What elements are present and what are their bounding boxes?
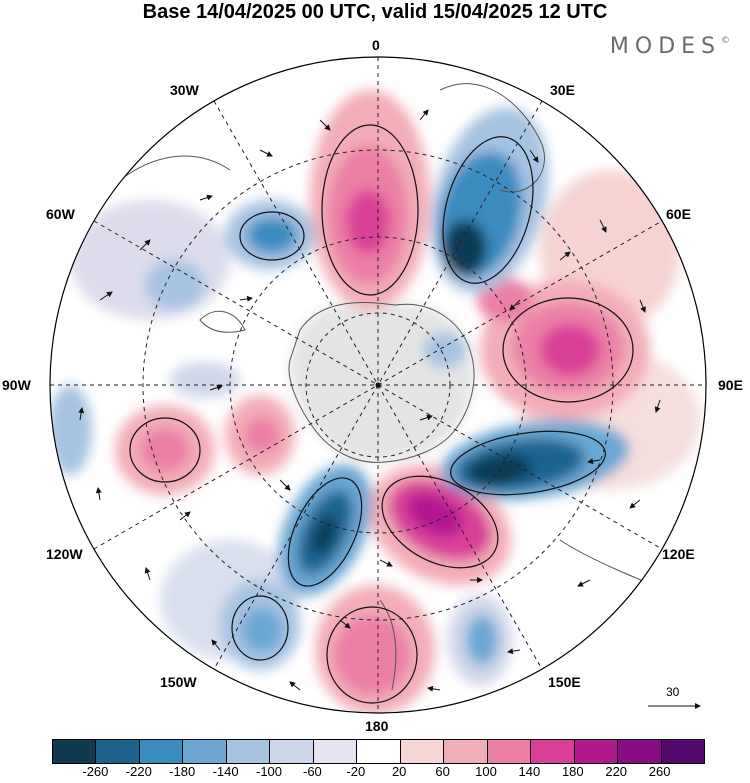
colorbar-tick-label: 140: [518, 764, 541, 779]
colorbar-tick-label: -260: [82, 764, 109, 779]
colorbar-swatch: [183, 740, 227, 763]
colorbar-swatch: [618, 740, 662, 763]
colorbar-tick-label: 20: [391, 764, 407, 779]
lon-label-60e: 60E: [666, 206, 691, 222]
colorbar-swatch: [531, 740, 575, 763]
lon-label-120w: 120W: [46, 546, 83, 562]
anomaly-positive: [244, 417, 280, 453]
map-title: Base 14/04/2025 00 UTC, valid 15/04/2025…: [142, 1, 608, 23]
colorbar-swatch: [53, 740, 97, 763]
lon-label-90e: 90E: [718, 377, 743, 393]
colorbar-swatch: [96, 740, 140, 763]
colorbar-tick-label: -140: [212, 764, 239, 779]
colorbar-tick-label: -220: [125, 764, 152, 779]
colorbar-tick-label: 260: [648, 764, 671, 779]
lon-label-60w: 60W: [46, 206, 75, 222]
colorbar-swatch: [661, 740, 705, 763]
reference-vector-label: 30: [666, 685, 680, 699]
anomaly-positive: [540, 324, 600, 376]
colorbar-tick-label: 60: [435, 764, 450, 779]
graticule: [50, 57, 706, 713]
lon-label-90w: 90W: [2, 377, 31, 393]
colorbar-swatch: [400, 740, 445, 763]
anomaly-negative: [170, 362, 240, 398]
colorbar-swatch: [313, 740, 358, 763]
anomaly-negative: [247, 217, 297, 253]
anomaly-negative: [311, 516, 337, 554]
pole-marker: [375, 382, 381, 388]
wind-vectors: [78, 109, 661, 692]
lon-label-120e: 120E: [662, 546, 695, 562]
anomaly-negative: [145, 260, 205, 310]
colorbar-ticks: -260 -220 -180 -140 -100 -60 -20 20 60 100 140 180 2…: [0, 764, 750, 782]
lon-label-150e: 150E: [548, 674, 581, 690]
lon-label-0: 0: [372, 37, 380, 53]
colorbar-swatch: [444, 740, 488, 763]
anomaly-positive: [346, 190, 390, 254]
anomaly-faint: [70, 200, 230, 320]
colorbar-tick-label: 180: [561, 764, 584, 779]
anomaly-positive: [407, 493, 463, 537]
colorbar-swatch: [357, 740, 401, 763]
anomaly-negative: [466, 615, 498, 665]
contour-lines: [129, 124, 634, 704]
brand-name: MODES: [609, 34, 721, 59]
lon-label-30e: 30E: [550, 82, 575, 98]
anomaly-negative: [50, 385, 92, 475]
colorbar-swatch: [226, 740, 271, 763]
anomaly-negative: [242, 608, 282, 652]
coastlines: [119, 83, 691, 691]
colorbar-swatch: [270, 740, 314, 763]
anomaly-positive: [334, 615, 410, 695]
colorbar-swatch: [487, 740, 532, 763]
modes-logo: MODES©: [610, 34, 730, 59]
colorbar-tick-label: -100: [255, 764, 283, 779]
lon-label-180: 180: [365, 718, 389, 734]
colorbar-swatch: [574, 740, 619, 763]
colorbar-tick-label: -180: [169, 764, 196, 779]
lon-label-150w: 150W: [160, 674, 197, 690]
colorbar: [52, 739, 705, 764]
lon-label-30w: 30W: [170, 82, 199, 98]
colorbar-tick-label: -60: [302, 764, 322, 779]
colorbar-tick-label: -20: [346, 764, 366, 779]
anomaly-negative: [443, 220, 487, 276]
anomaly-negative: [423, 332, 467, 368]
brand-mark: ©: [721, 36, 730, 46]
map-boundary: [49, 56, 707, 714]
colorbar-swatch: [139, 740, 184, 763]
anomaly-negative: [468, 454, 532, 486]
anomaly-positive: [140, 428, 190, 472]
colorbar-tick-label: 220: [605, 764, 628, 779]
colorbar-tick-label: 100: [475, 764, 497, 779]
